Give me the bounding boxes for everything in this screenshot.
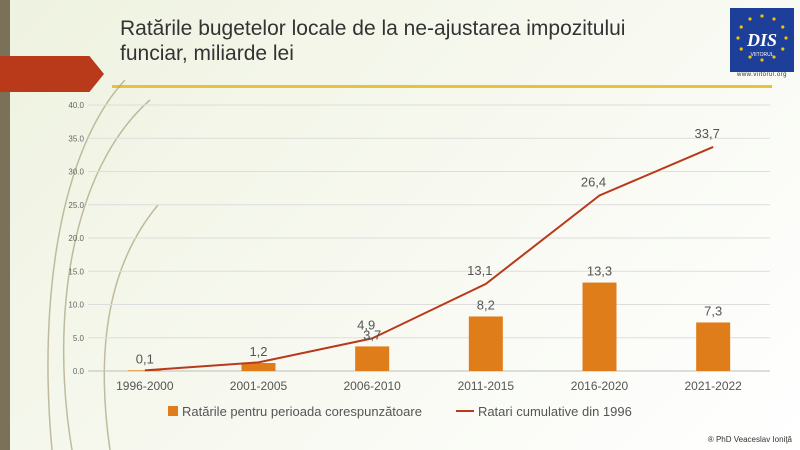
y-tick-label: 5.0: [73, 334, 85, 343]
y-tick-label: 15.0: [68, 267, 84, 276]
bar: [468, 316, 503, 371]
logo-star: [772, 17, 776, 21]
y-tick-label: 30.0: [68, 168, 84, 177]
y-tick-label: 10.0: [68, 301, 84, 310]
bar: [582, 282, 617, 371]
bar-data-label: 7,3: [704, 303, 722, 318]
legend-swatch-bars: [168, 406, 178, 416]
x-axis-ticks: 1996-2000 2001-2005 2006-2010 2011-2015 2016…: [116, 379, 742, 393]
footer-credit: ® PhD Veaceslav Ioniţă: [707, 435, 792, 444]
x-tick-label: 2011-2015: [458, 379, 515, 393]
y-axis-ticks: 0.0 5.0 10.0 15.0 20.0 25.0 30.0 35.0 40.0: [68, 101, 84, 376]
bar-data-label: 3,7: [363, 327, 381, 342]
x-tick-label: 2006-2010: [343, 379, 401, 393]
data-labels: 0,1 1,2 3,7 8,2 13,3 7,3 4,9 13,1 26,4 33,7: [136, 126, 722, 366]
x-tick-label: 1996-2000: [116, 379, 174, 393]
logo-star: [781, 47, 785, 51]
y-tick-label: 35.0: [68, 134, 84, 143]
bar: [355, 346, 390, 371]
line-data-label: 26,4: [581, 174, 606, 189]
chart-legend: Ratările pentru perioada corespunzătoare…: [168, 402, 666, 420]
ids-viitorul-logo: DIS VIITORUL: [730, 8, 794, 72]
legend-label-bars: Ratările pentru perioada corespunzătoare: [182, 403, 422, 419]
logo-star: [784, 36, 788, 40]
logo-star: [781, 25, 785, 29]
logo-subtext: VIITORUL: [751, 52, 774, 58]
gridlines: [88, 104, 770, 372]
bar-data-label: 8,2: [477, 297, 495, 312]
bar-data-label: 1,2: [249, 344, 267, 359]
legend-item-line: Ratari cumulative din 1996: [455, 403, 632, 419]
bar-data-label: 13,3: [587, 264, 612, 279]
logo-stars-icon: DIS VIITORUL: [736, 14, 788, 62]
y-tick-label: 20.0: [68, 234, 84, 243]
legend-label-line: Ratari cumulative din 1996: [477, 403, 632, 419]
bar-series: [127, 282, 731, 371]
y-tick-label: 40.0: [68, 101, 84, 110]
line-data-label: 13,1: [467, 263, 492, 278]
title-arrow-accent: [0, 56, 104, 92]
x-tick-label: 2021-2022: [684, 379, 742, 393]
bar: [127, 370, 162, 371]
line-data-label: 4,9: [357, 317, 375, 332]
decorative-swirl: [47, 79, 159, 450]
logo-star: [739, 47, 743, 51]
bar: [696, 322, 731, 371]
y-tick-label: 25.0: [68, 201, 84, 210]
y-tick-label: 0.0: [73, 367, 85, 376]
cumulative-line: [144, 145, 714, 372]
logo-star: [748, 17, 752, 21]
title-underline: [112, 85, 772, 88]
logo-star: [736, 36, 740, 40]
line-data-label: 33,7: [695, 126, 720, 141]
logo-star: [772, 55, 776, 59]
bar: [241, 363, 276, 371]
logo-star: [760, 14, 764, 18]
bar-data-label: 0,1: [136, 351, 154, 366]
slide-title: Ratările bugetelor locale de la ne-ajust…: [120, 17, 626, 65]
x-tick-label: 2001-2005: [230, 379, 288, 393]
legend-item-bars: Ratările pentru perioada corespunzătoare: [168, 404, 422, 419]
legend-swatch-line: [455, 410, 474, 412]
logo-star: [748, 55, 752, 59]
logo-star: [739, 25, 743, 29]
logo-text: DIS: [746, 30, 777, 50]
logo-star: [760, 58, 764, 62]
line-series: [144, 145, 714, 372]
logo-url: www.viitorul.org: [736, 72, 787, 78]
left-sidebar-bar: [0, 0, 10, 450]
x-tick-label: 2016-2020: [571, 379, 629, 393]
